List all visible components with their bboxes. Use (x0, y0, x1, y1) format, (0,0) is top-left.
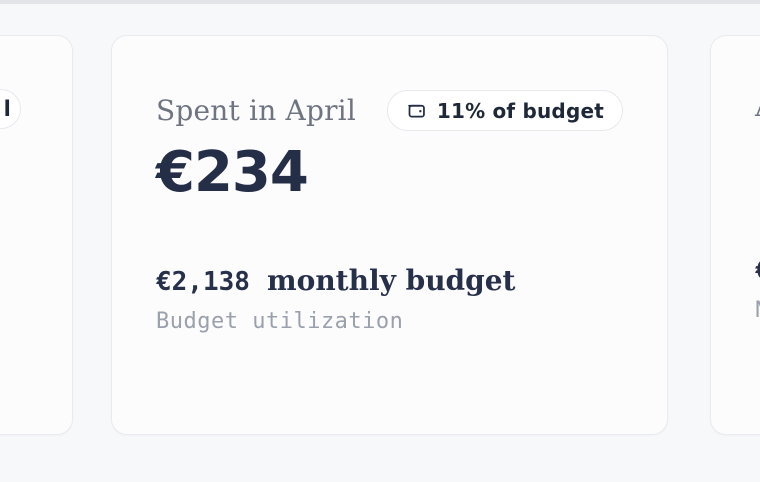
budget-percimage-badge: 11% of budget (386, 90, 623, 131)
stat-card-left-clipped: l (0, 35, 73, 435)
stat-card-spent-in-april: Spent in April 11% of budget €234 €2,138… (111, 35, 668, 435)
monthly-budget-amount: €2,138 (156, 266, 250, 297)
wallet-icon (406, 100, 427, 121)
card-header: A (755, 90, 760, 124)
monthly-budget-label: monthly budget (267, 263, 516, 297)
monthly-budget-line: €2,138 monthly budget (156, 264, 623, 297)
budget-utilization-caption: Budget utilization (156, 308, 404, 334)
card-title: Spent in April (156, 93, 356, 127)
left-card-badge: l (0, 89, 21, 129)
value-fragment: 1 (755, 136, 760, 196)
left-card-badge-label: l (3, 97, 11, 121)
stat-card-right-clipped: A 1 € N (710, 35, 760, 435)
card-title-fragment: A (755, 90, 760, 124)
top-divider-strip (0, 0, 760, 4)
card-header: Spent in April 11% of budget (156, 90, 623, 131)
budget-line-fragment: € (755, 256, 760, 286)
caption-fragment: N (755, 298, 760, 323)
budget-amount-fragment: € (755, 256, 760, 286)
spent-amount-value: €234 (156, 140, 309, 205)
budget-percentage-label: 11% of budget (436, 98, 604, 123)
